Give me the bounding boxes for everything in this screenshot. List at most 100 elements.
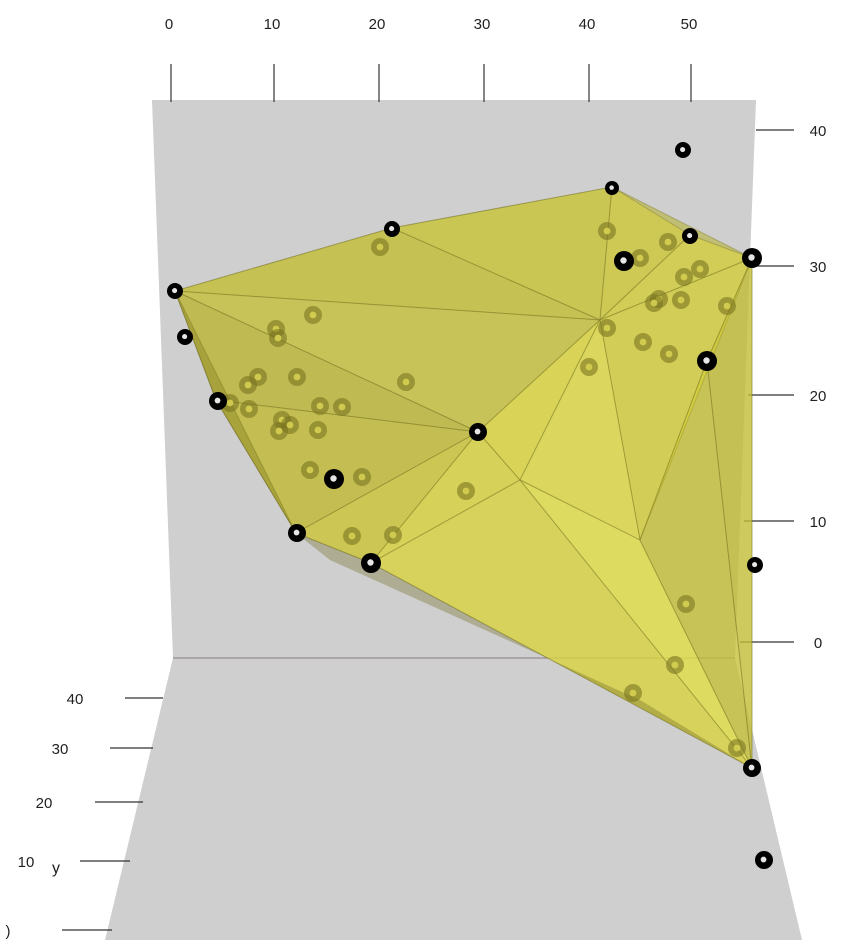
data-point-highlight [760, 856, 767, 863]
interior-point-highlight [376, 243, 384, 251]
interior-point-highlight [314, 426, 322, 434]
interior-point [718, 297, 736, 315]
interior-point [624, 684, 642, 702]
data-point [288, 524, 306, 542]
data-point-highlight [330, 475, 337, 482]
data-point-highlight [680, 147, 686, 153]
interior-point-highlight [286, 421, 294, 429]
interior-point [728, 739, 746, 757]
interior-point-highlight [677, 296, 685, 304]
interior-point-highlight [275, 427, 283, 435]
data-point [361, 553, 381, 573]
data-point [177, 329, 193, 345]
convex-hull [174, 186, 754, 769]
data-point [682, 228, 698, 244]
interior-point-highlight [245, 405, 253, 413]
z-axis-tick-label: 30 [810, 259, 827, 276]
interior-point-highlight [306, 466, 314, 474]
interior-point-highlight [696, 265, 704, 273]
interior-point [301, 461, 319, 479]
data-point-highlight [748, 254, 755, 261]
interior-point [598, 222, 616, 240]
interior-point [311, 397, 329, 415]
interior-point-highlight [650, 299, 658, 307]
z-axis-tick-label: 20 [810, 388, 827, 405]
interior-point-highlight [348, 532, 356, 540]
interior-point-highlight [244, 381, 252, 389]
data-point-highlight [474, 428, 481, 435]
interior-point-highlight [629, 689, 637, 697]
data-point [324, 469, 344, 489]
data-point-highlight [748, 764, 755, 771]
data-point-highlight [182, 334, 188, 340]
data-point-highlight [367, 559, 374, 566]
interior-point [672, 291, 690, 309]
axis-group: 0 10 20 30 40 50 40 30 20 10 0 40 30 20 10) y [6, 16, 827, 940]
y-axis-tick-label: 20 [36, 795, 53, 812]
interior-point-highlight [585, 363, 593, 371]
data-point [209, 392, 227, 410]
data-point [605, 181, 619, 195]
interior-point-highlight [274, 334, 282, 342]
interior-point-highlight [671, 661, 679, 669]
data-point [742, 248, 762, 268]
interior-point-highlight [636, 254, 644, 262]
data-point [384, 221, 400, 237]
interior-points [221, 222, 746, 757]
interior-point [634, 333, 652, 351]
data-point-highlight [752, 562, 758, 568]
interior-point [343, 527, 361, 545]
y-axis-tick-label: 10 [18, 854, 35, 871]
z-axis-tick-label: 10 [810, 514, 827, 531]
data-point-highlight [703, 357, 710, 364]
interior-point [397, 373, 415, 391]
data-point [747, 557, 763, 573]
interior-point-highlight [309, 311, 317, 319]
y-axis-title: y [52, 860, 60, 877]
data-point-highlight [389, 226, 395, 232]
interior-point-highlight [723, 302, 731, 310]
interior-point-highlight [680, 273, 688, 281]
interior-point [645, 294, 663, 312]
data-point [675, 142, 691, 158]
x-axis-tick-label: 40 [579, 16, 596, 33]
data-point-highlight [687, 233, 693, 239]
interior-point [304, 306, 322, 324]
interior-point [240, 400, 258, 418]
data-point-highlight [214, 397, 221, 404]
interior-point [691, 260, 709, 278]
y-axis-tick-label: ) [6, 923, 11, 940]
data-point-highlight [609, 185, 614, 190]
data-point-highlight [172, 288, 178, 294]
interior-point-highlight [603, 227, 611, 235]
interior-point [659, 233, 677, 251]
interior-point-highlight [682, 600, 690, 608]
data-point-highlight [620, 257, 627, 264]
interior-point [288, 368, 306, 386]
interior-point [660, 345, 678, 363]
interior-point [677, 595, 695, 613]
data-point [755, 851, 773, 869]
interior-point-highlight [639, 338, 647, 346]
interior-point-highlight [733, 744, 741, 752]
interior-point-highlight [293, 373, 301, 381]
hull-underside [296, 533, 752, 768]
floor-panel [105, 658, 802, 940]
y-axis-tick-label: 40 [67, 691, 84, 708]
interior-point [675, 268, 693, 286]
interior-point-highlight [316, 402, 324, 410]
interior-point [239, 376, 257, 394]
interior-point [270, 422, 288, 440]
z-axis-tick-label: 40 [810, 123, 827, 140]
x-axis-tick-label: 20 [369, 16, 386, 33]
interior-point [457, 482, 475, 500]
interior-point [371, 238, 389, 256]
interior-point [309, 421, 327, 439]
interior-point-highlight [402, 378, 410, 386]
x-axis-tick-label: 50 [681, 16, 698, 33]
interior-point-highlight [462, 487, 470, 495]
interior-point-highlight [358, 473, 366, 481]
x-axis-tick-label: 10 [264, 16, 281, 33]
interior-point [598, 319, 616, 337]
